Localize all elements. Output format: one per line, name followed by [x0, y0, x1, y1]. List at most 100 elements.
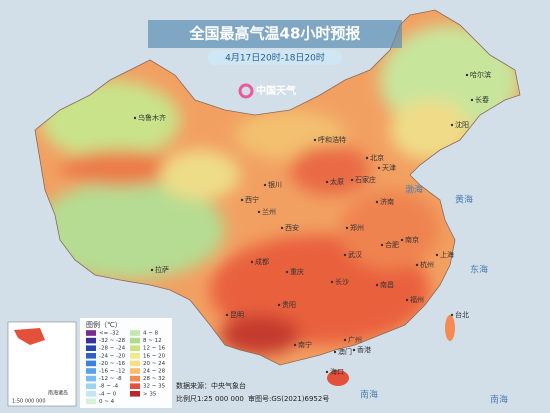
logo: 中国天气	[256, 84, 296, 97]
city-dot	[375, 283, 379, 287]
legend-label: <= -32	[99, 331, 119, 337]
legend-swatch	[86, 337, 96, 344]
legend-swatch	[130, 391, 140, 397]
city-dot	[240, 198, 244, 202]
city-label: 长沙	[335, 277, 349, 286]
legend-swatch	[130, 383, 140, 389]
city-label: 成都	[255, 257, 269, 266]
legend-swatch	[86, 330, 96, 336]
city-dot	[450, 123, 454, 127]
city-dot	[330, 280, 334, 284]
city-label: 哈尔滨	[470, 70, 491, 79]
legend-swatch	[130, 353, 140, 359]
city-dot	[325, 180, 329, 184]
city-dot	[405, 298, 409, 302]
inset-label: 南海诸岛	[48, 390, 68, 397]
city-label: 重庆	[290, 267, 304, 276]
city-dot	[257, 210, 261, 214]
legend-title: 图例（℃）	[86, 320, 122, 329]
legend-swatch	[86, 398, 96, 405]
city-dot	[470, 98, 474, 102]
city-label: 石家庄	[355, 175, 376, 184]
scale: 比例尺1:25 000 000	[176, 394, 244, 403]
city-dot	[263, 183, 267, 187]
city-dot	[293, 343, 297, 347]
legend-label: 0 ~ 4	[99, 399, 115, 405]
legend-label: -16 ~ -12	[99, 369, 125, 375]
taiwan	[445, 315, 455, 341]
city-label: 拉萨	[155, 265, 169, 274]
city-dot	[435, 253, 439, 257]
city-label: 北京	[370, 153, 384, 162]
sea-label: 南海	[360, 389, 378, 401]
city-dot	[400, 238, 404, 242]
city-dot	[150, 268, 154, 272]
city-label: 杭州	[420, 260, 434, 269]
city-label: 上海	[440, 250, 454, 259]
inset-scale: 1:50 000 000	[12, 399, 46, 405]
city-label: 济南	[380, 197, 394, 206]
city-label: 西安	[285, 223, 299, 232]
title: 全国最高气温48小时预报	[189, 25, 361, 43]
legend-swatch	[86, 383, 96, 389]
legend-label: 20 ~ 24	[143, 361, 166, 367]
city-dot	[380, 243, 384, 247]
source: 数据来源：中央气象台	[176, 381, 246, 390]
legend-label: > 35	[143, 391, 157, 397]
city-dot	[325, 370, 329, 374]
city-label: 郑州	[350, 224, 364, 232]
legend-label: 24 ~ 28	[143, 369, 166, 375]
legend-label: 16 ~ 20	[143, 353, 166, 359]
city-label: 呼和浩特	[318, 135, 346, 144]
city-label: 贵阳	[282, 300, 296, 309]
city-label: 沈阳	[455, 120, 469, 129]
city-label: 福州	[410, 295, 424, 304]
city-label: 台北	[455, 310, 469, 319]
city-label: 银川	[268, 180, 282, 189]
legend-swatch	[86, 391, 96, 397]
legend-label: -12 ~ -8	[99, 376, 122, 382]
legend-swatch	[86, 368, 96, 374]
city-dot	[352, 348, 356, 352]
legend-label: -4 ~ 0	[99, 391, 117, 397]
city-dot	[465, 73, 469, 77]
city-label: 乌鲁木齐	[138, 113, 166, 122]
legend-swatch	[130, 337, 140, 344]
city-dot	[350, 178, 354, 182]
legend-label: 8 ~ 12	[143, 338, 162, 344]
city-label: 兰州	[262, 207, 276, 216]
city-dot	[333, 350, 337, 354]
city-label: 南京	[405, 235, 419, 244]
legend-swatch	[86, 375, 96, 382]
city-label: 南昌	[380, 280, 394, 289]
city-dot	[313, 138, 317, 142]
city-dot	[133, 116, 137, 120]
city-dot	[415, 263, 419, 267]
sea-label: 黄海	[455, 194, 473, 206]
city-label: 海口	[330, 367, 344, 376]
city-label: 武汉	[348, 250, 362, 259]
legend-label: -8 ~ -4	[99, 384, 119, 390]
city-dot	[343, 253, 347, 257]
logo-icon	[238, 83, 254, 99]
subtitle: 4月17日20时-18日20时	[225, 52, 325, 64]
legend-swatch	[86, 345, 96, 351]
hainan	[327, 370, 349, 386]
legend-swatch	[130, 345, 140, 351]
city-label: 广州	[348, 335, 362, 344]
sea-label: 南海	[490, 394, 508, 406]
city-dot	[450, 313, 454, 317]
city-dot	[343, 338, 347, 342]
city-dot	[225, 313, 229, 317]
city-label: 长春	[475, 95, 489, 104]
city-label: 南宁	[298, 340, 312, 349]
legend-label: 32 ~ 35	[143, 384, 166, 390]
city-dot	[377, 166, 381, 170]
approval: 审图号:GS(2021)6952号	[248, 394, 329, 403]
legend-swatch	[130, 368, 140, 374]
city-dot	[250, 260, 254, 264]
legend-swatch	[130, 375, 140, 382]
sea-label: 东海	[470, 264, 488, 276]
city-dot	[345, 226, 349, 230]
